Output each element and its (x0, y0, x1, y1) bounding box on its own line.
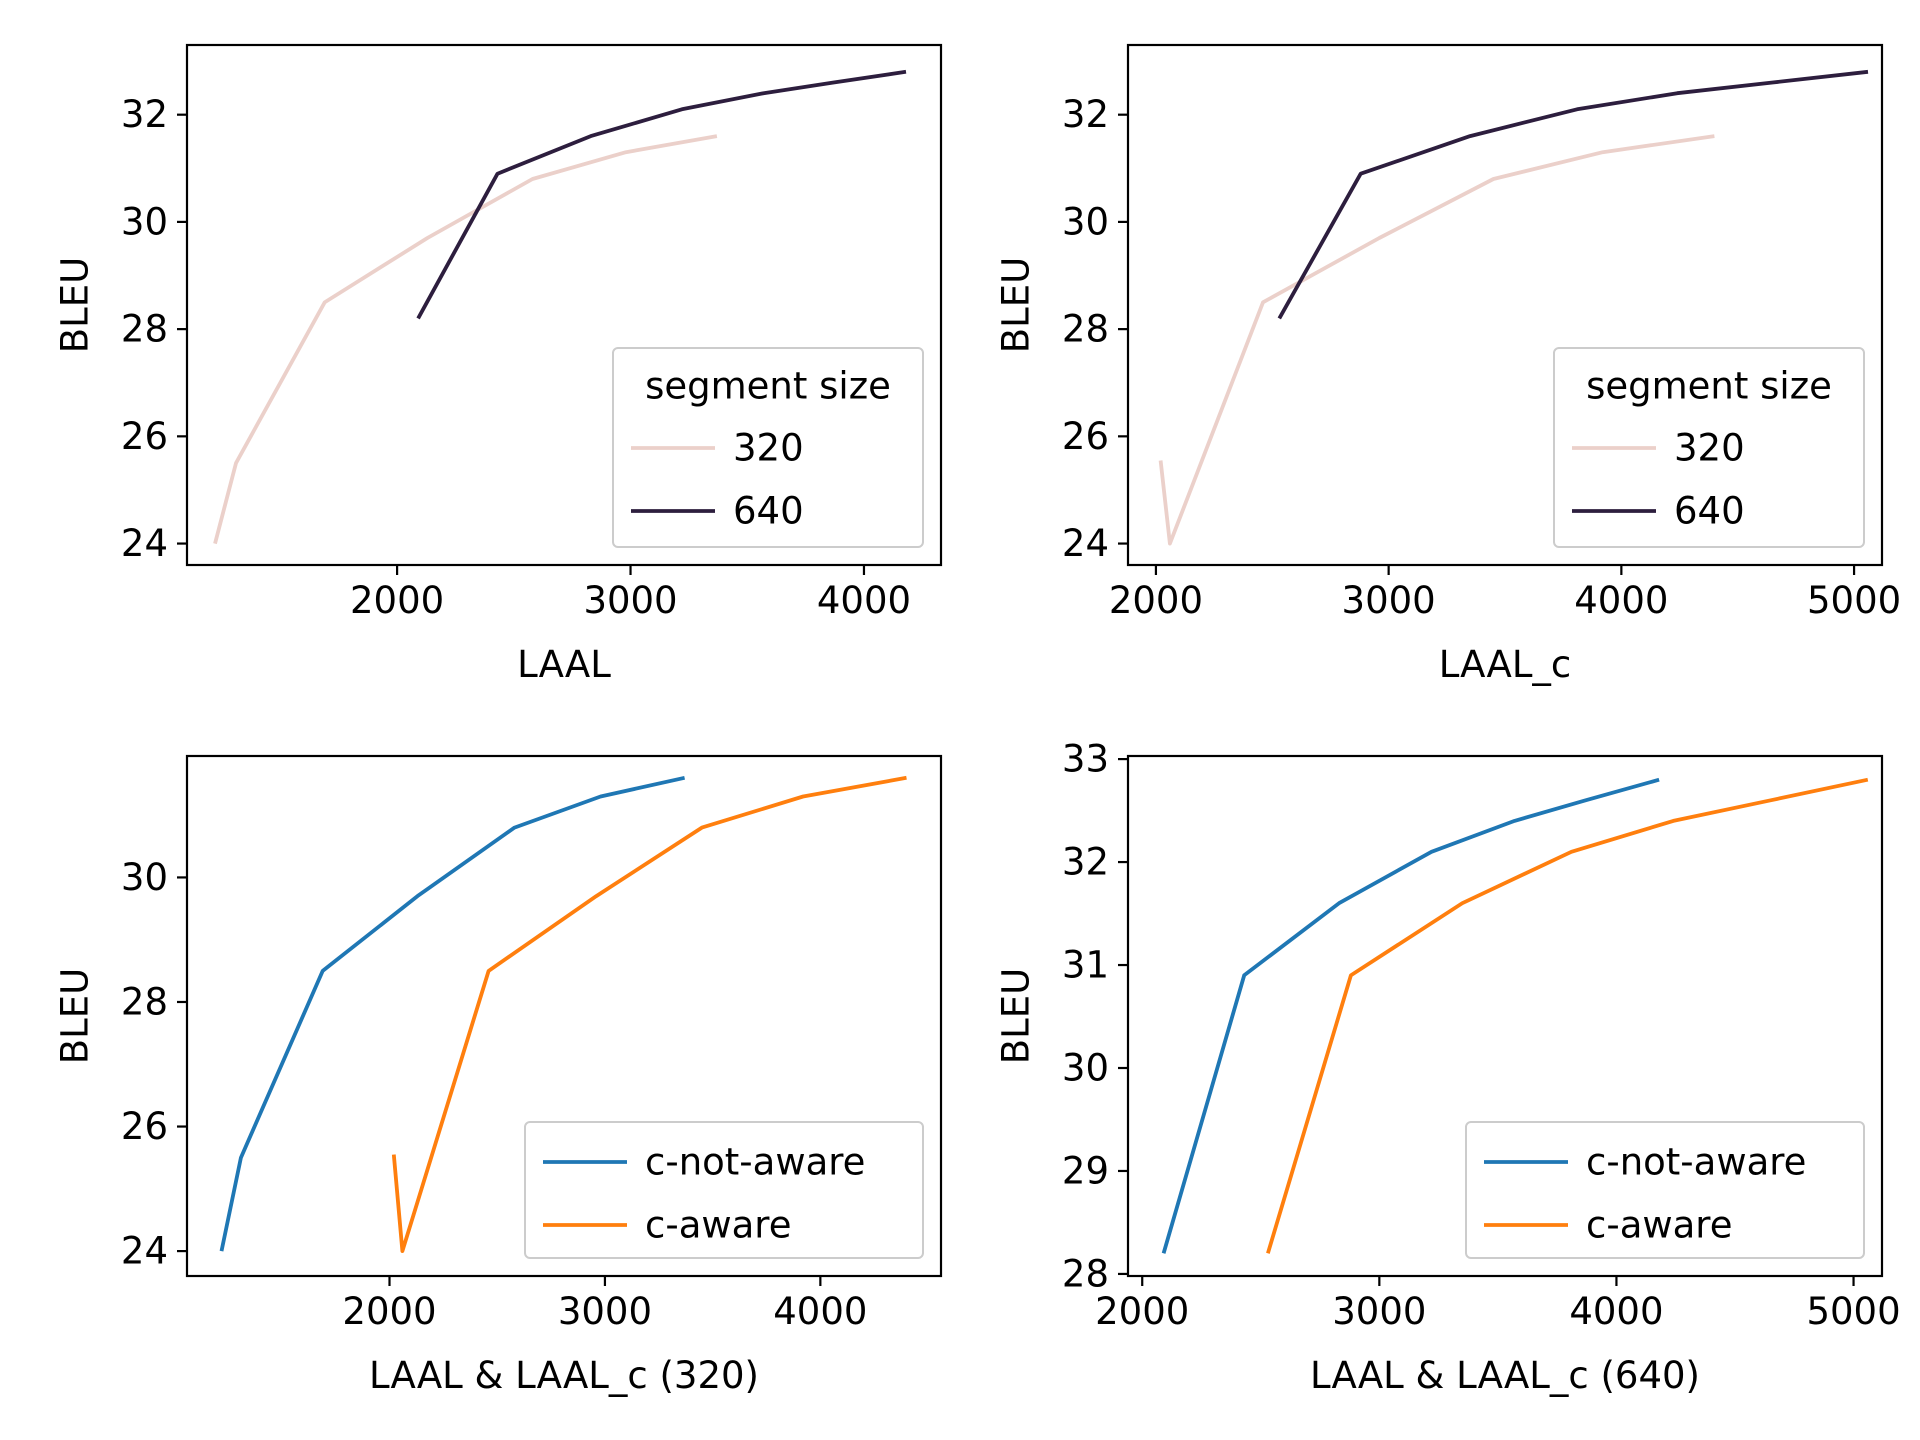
y-tick-label: 24 (121, 1230, 168, 1273)
y-tick-label: 28 (121, 980, 168, 1023)
legend-entry: c-aware (645, 1204, 791, 1247)
x-tick-label: 4000 (773, 1290, 867, 1333)
x-tick-label: 5000 (1806, 1290, 1900, 1333)
y-tick-label: 26 (1062, 415, 1109, 458)
x-tick-label: 3000 (1332, 1290, 1426, 1333)
legend-box (612, 347, 924, 548)
x-tick-label: 4000 (817, 579, 911, 622)
y-tick-label: 24 (121, 522, 168, 565)
legend-entry: 320 (733, 427, 804, 470)
legend: segment size 320 640 (1553, 347, 1865, 548)
x-tick-label: 2000 (342, 1290, 436, 1333)
legend-entry: c-not-aware (645, 1141, 865, 1184)
y-axis-label: BLEU (54, 257, 97, 353)
legend-entry: c-aware (1586, 1204, 1732, 1247)
plot-frame (185, 43, 943, 567)
x-tick-label: 3000 (1342, 579, 1436, 622)
y-tick-label: 24 (1062, 522, 1109, 565)
y-tick-label: 28 (1062, 1252, 1109, 1295)
series-line-c-not-aware (219, 775, 686, 1252)
y-tick-label: 28 (1062, 308, 1109, 351)
legend: segment size 320 640 (612, 347, 924, 548)
y-tick-label: 26 (121, 415, 168, 458)
plot-frame (185, 754, 943, 1278)
x-tick-label: 4000 (1574, 579, 1668, 622)
x-axis-label: LAAL & LAAL_c (320) (369, 1354, 759, 1397)
chart-panel-4: 2000 3000 4000 5000 28 29 30 31 32 33 LAAL & LAAL_… (995, 738, 1901, 1397)
legend-entry: 640 (733, 490, 804, 533)
legend: c-not-aware c-aware (524, 1121, 924, 1259)
legend-entry: 320 (1674, 427, 1745, 470)
y-axis-label: BLEU (54, 968, 97, 1064)
legend-title: segment size (645, 365, 891, 408)
y-tick-label: 30 (121, 200, 168, 243)
plot-frame (1126, 754, 1884, 1278)
y-axis-label: BLEU (995, 968, 1038, 1064)
legend-entry: c-not-aware (1586, 1141, 1806, 1184)
series-line-c-not-aware (1161, 777, 1660, 1254)
series-line-c-aware (391, 775, 907, 1253)
plot-frame (1126, 43, 1884, 567)
legend: c-not-aware c-aware (1465, 1121, 1865, 1259)
y-axis-label: BLEU (995, 257, 1038, 353)
x-axis-label: LAAL_c (1439, 643, 1572, 686)
series-line-640 (1277, 69, 1869, 320)
x-tick-label: 2000 (1095, 1290, 1189, 1333)
series-line-640 (416, 69, 907, 320)
series-line-320 (1158, 134, 1715, 546)
x-tick-label: 5000 (1807, 579, 1901, 622)
x-axis-label: LAAL & LAAL_c (640) (1310, 1354, 1700, 1397)
y-tick-label: 30 (121, 856, 168, 899)
y-tick-label: 33 (1062, 738, 1109, 781)
series-line-320 (213, 134, 718, 545)
x-tick-label: 4000 (1569, 1290, 1663, 1333)
x-tick-label: 2000 (350, 579, 444, 622)
chart-panel-2: 2000 3000 4000 5000 24 26 28 30 32 LAAL_c BLEU segm… (995, 43, 1901, 686)
chart-panel-3: 2000 3000 4000 24 26 28 30 LAAL & LAAL_c (320) B… (54, 754, 943, 1397)
y-tick-label: 31 (1062, 944, 1109, 987)
y-tick-label: 30 (1062, 1047, 1109, 1090)
series-line-c-aware (1266, 777, 1869, 1254)
y-tick-label: 29 (1062, 1149, 1109, 1192)
legend-box (1553, 347, 1865, 548)
y-tick-label: 32 (1062, 93, 1109, 136)
x-tick-label: 3000 (558, 1290, 652, 1333)
chart-panel-1: 2000 3000 4000 24 26 28 30 32 LAAL BLEU segment si… (54, 43, 943, 686)
x-axis-label: LAAL (517, 643, 611, 686)
y-tick-label: 28 (121, 308, 168, 351)
y-tick-label: 32 (1062, 841, 1109, 884)
y-tick-label: 32 (121, 93, 168, 136)
y-tick-label: 26 (121, 1105, 168, 1148)
legend-title: segment size (1586, 365, 1832, 408)
x-tick-label: 3000 (583, 579, 677, 622)
legend-entry: 640 (1674, 490, 1745, 533)
y-tick-label: 30 (1062, 200, 1109, 243)
x-tick-label: 2000 (1109, 579, 1203, 622)
